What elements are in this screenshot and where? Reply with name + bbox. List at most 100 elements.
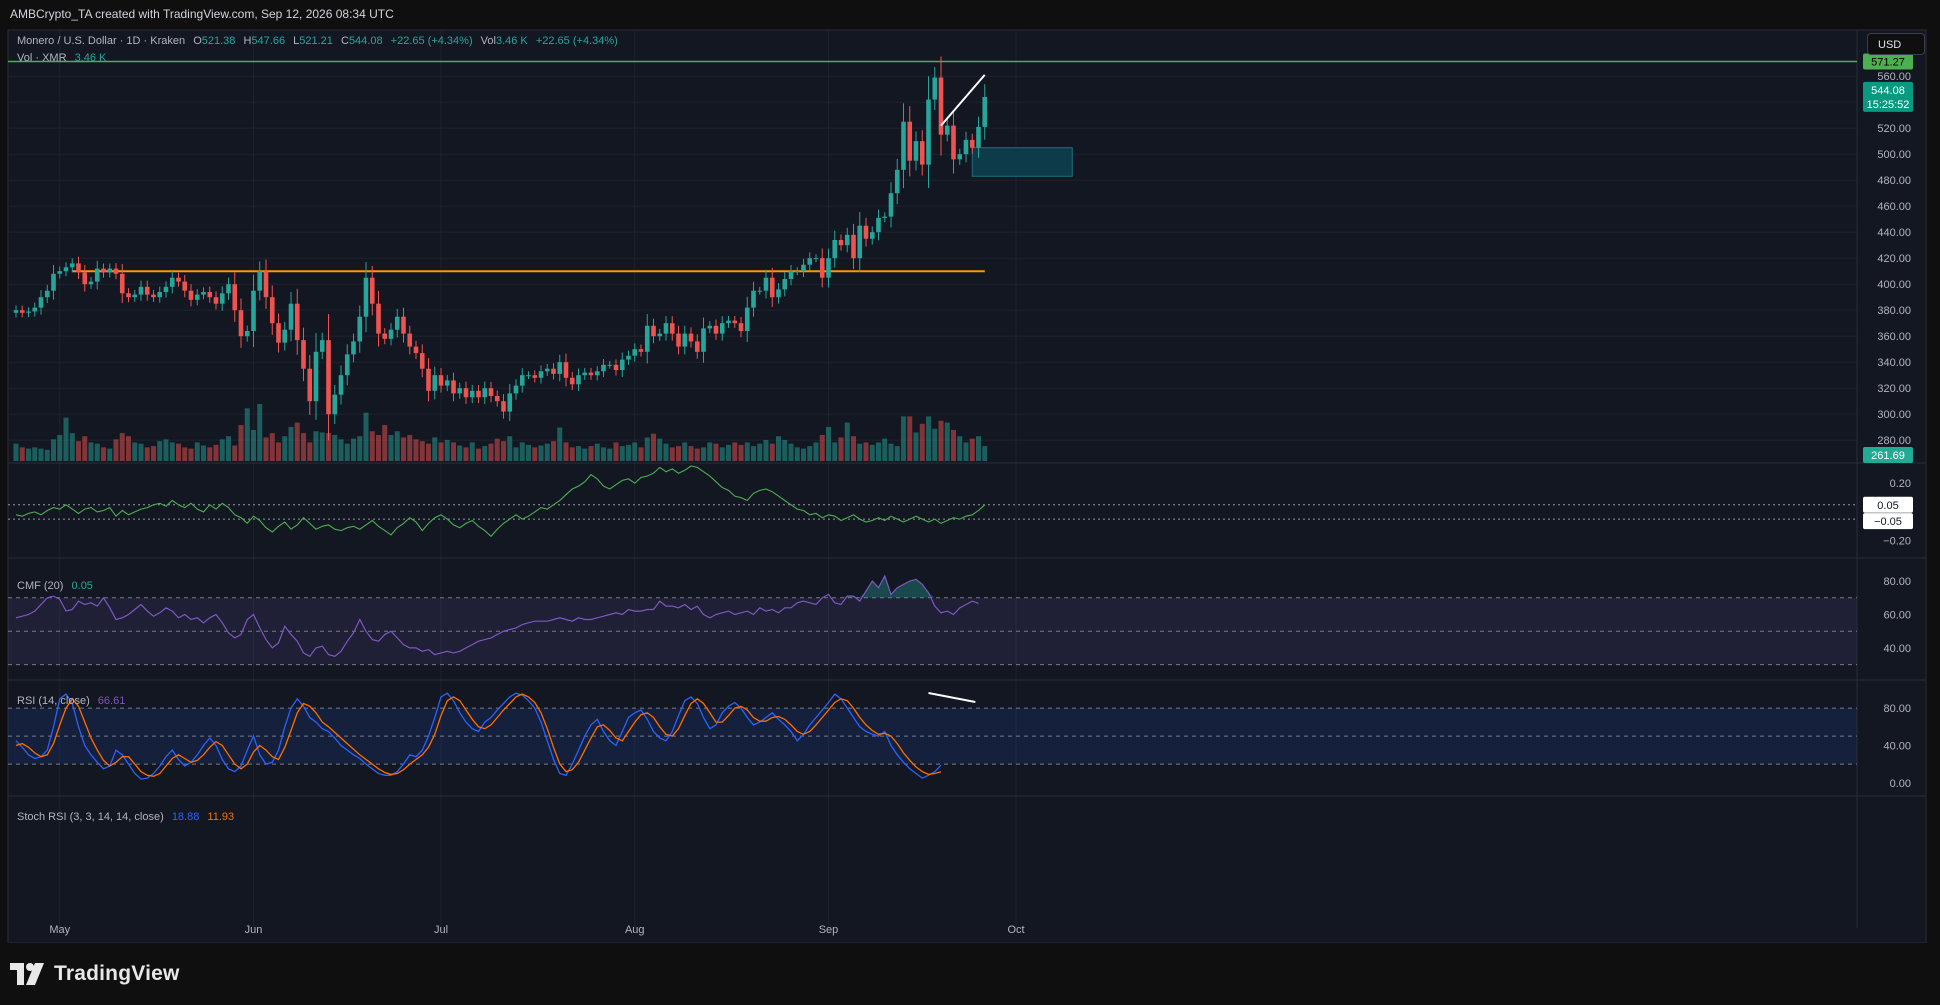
volume-bar <box>444 439 450 461</box>
price-trendline <box>940 74 986 127</box>
rsi-value: 66.61 <box>97 695 126 707</box>
volume-bar <box>776 436 781 461</box>
volume-bar <box>369 431 375 461</box>
candle-body <box>176 277 181 282</box>
candle-body <box>857 225 863 259</box>
high-label: H <box>243 35 252 47</box>
volume-bar <box>207 447 213 461</box>
tradingview-brand: TradingView <box>54 962 180 985</box>
volume-bar <box>407 434 413 461</box>
volume-bar <box>201 445 206 461</box>
candle-body <box>188 290 194 300</box>
volume-bar <box>732 442 738 461</box>
volume-bar <box>438 442 444 461</box>
cmf-line <box>15 465 986 538</box>
volume-bar <box>876 442 881 461</box>
pane-separators <box>8 30 1926 928</box>
volume-bar <box>63 417 69 461</box>
candle-body <box>101 268 106 273</box>
volume-bar <box>588 446 594 461</box>
demand-zone-box <box>971 147 1073 177</box>
volume-bar <box>838 437 844 461</box>
currency-button[interactable]: USD <box>1867 33 1925 55</box>
price-tick-label: 520.00 <box>1877 123 1911 135</box>
candle-body <box>557 362 563 374</box>
price-tick-label: 320.00 <box>1877 383 1911 395</box>
volume-bar <box>351 438 356 461</box>
time-tick-label: Oct <box>1007 924 1024 936</box>
candle-body <box>976 126 981 148</box>
candle-body <box>926 99 931 165</box>
rsi-tick-label: 40.00 <box>1883 643 1911 655</box>
candle-body <box>694 341 700 352</box>
volume-bar <box>832 442 838 461</box>
volume-bar <box>651 433 656 461</box>
volume-bar <box>632 442 638 461</box>
candle-body <box>482 388 488 398</box>
volume-bar <box>626 444 631 461</box>
volume-bar <box>576 446 581 461</box>
volume-bar <box>613 442 619 461</box>
candle-body <box>638 349 644 352</box>
volume-bar <box>707 442 713 461</box>
candle-body <box>444 380 450 386</box>
candle-body <box>744 307 750 331</box>
candle-body <box>494 396 500 402</box>
price-tick-label: 500.00 <box>1877 149 1911 161</box>
candle-body <box>369 277 375 304</box>
volume-bar <box>807 446 813 461</box>
volume-bar <box>951 430 956 461</box>
volume-bar <box>44 449 50 461</box>
candle-body <box>344 354 350 376</box>
volume-bar <box>226 436 231 461</box>
volume-bar <box>826 426 831 461</box>
volume-bar <box>494 438 500 461</box>
price-tick-label: 340.00 <box>1877 357 1911 369</box>
volume-bar <box>713 443 719 461</box>
candle-body <box>719 323 725 334</box>
volume-bar <box>101 447 106 461</box>
volume-bar <box>663 443 669 461</box>
volume-bar <box>788 443 794 461</box>
chart-area[interactable]: 560.00540.00520.00500.00480.00460.00440.… <box>0 28 1940 943</box>
volume-bar <box>863 442 869 461</box>
price-tick-label: 480.00 <box>1877 175 1911 187</box>
time-tick-label: Sep <box>819 924 839 936</box>
candle-body <box>363 277 369 317</box>
tradingview-logo[interactable]: TradingView <box>10 962 180 986</box>
vol-value: 3.46 K <box>495 35 528 47</box>
candle-body <box>332 394 338 415</box>
attribution-text: AMBCrypto_TA created with TradingView.co… <box>10 7 394 21</box>
candle-body <box>713 325 719 334</box>
candle-body <box>251 290 256 331</box>
candle-body <box>888 193 894 217</box>
volume-bar <box>419 441 425 461</box>
volume-bar <box>107 448 113 461</box>
candle-body <box>751 290 756 308</box>
volume-bar <box>519 442 525 461</box>
open-value: 521.38 <box>201 35 236 47</box>
candle-body <box>832 240 838 259</box>
candle-body <box>413 346 419 354</box>
candle-body <box>313 351 319 402</box>
close-label: C <box>340 35 349 47</box>
candle-body <box>182 281 188 291</box>
candle-body <box>326 340 331 415</box>
volume-bar <box>932 428 938 461</box>
candle-body <box>782 279 788 290</box>
volume-bar <box>582 448 588 461</box>
candle-body <box>319 340 325 352</box>
rsi-label: RSI (14, close) <box>17 695 90 707</box>
candle-body <box>388 329 394 339</box>
candle-body <box>707 325 713 329</box>
candle-body <box>644 325 650 352</box>
cmf-pos-badge-text: 0.05 <box>1877 500 1898 512</box>
volume-bar <box>719 447 725 461</box>
volume-bar <box>194 442 200 461</box>
volume-bar <box>744 442 750 461</box>
candle-body <box>801 264 806 272</box>
volume-bar <box>676 446 681 461</box>
price-levels <box>8 60 1857 273</box>
volume-bar <box>126 436 131 461</box>
low-value: 521.21 <box>299 35 333 47</box>
